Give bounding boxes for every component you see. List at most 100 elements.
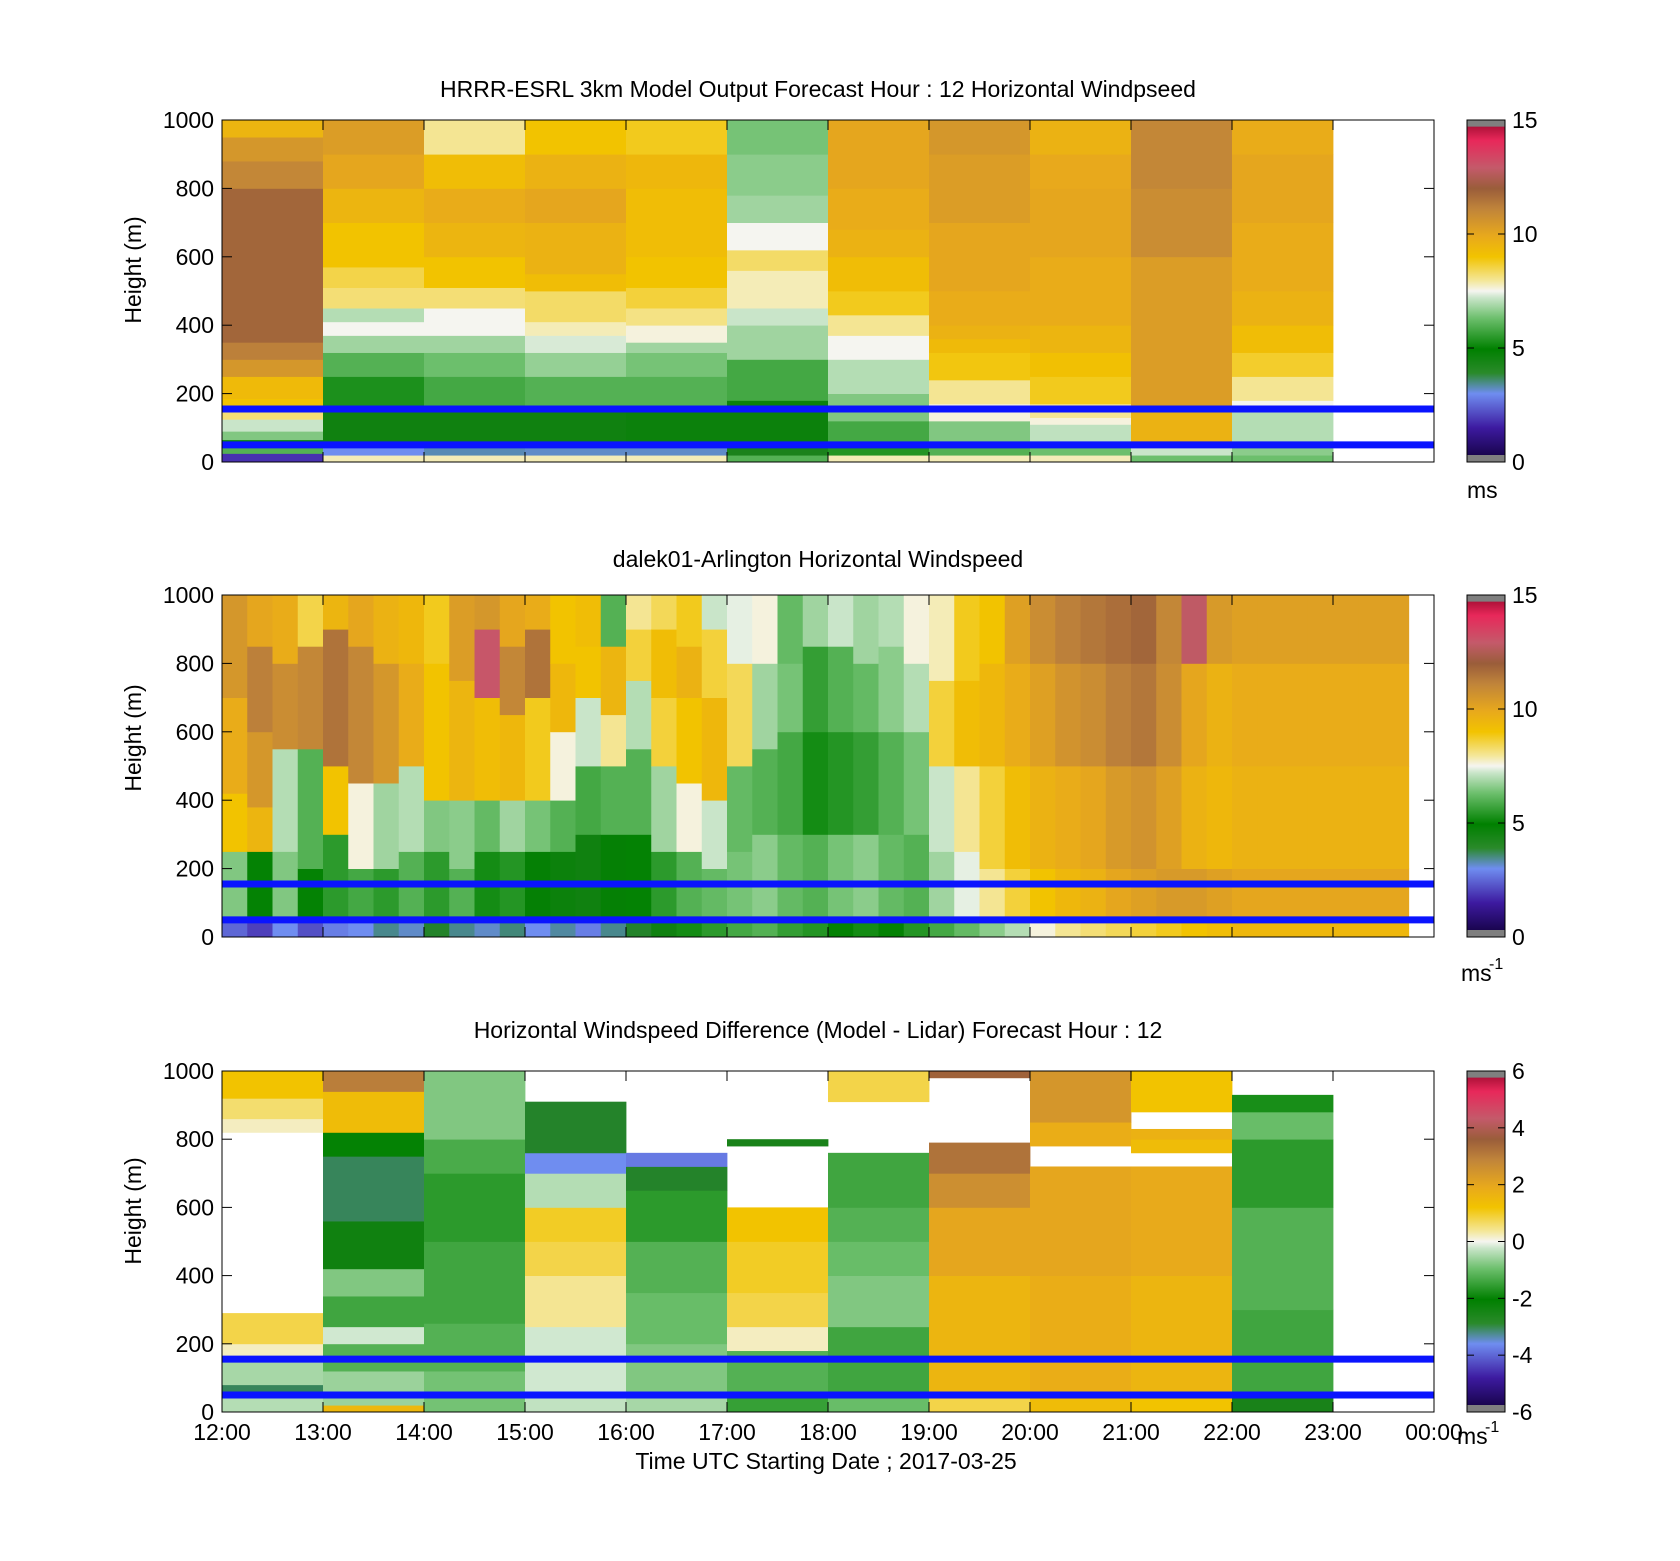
heatmap-cell bbox=[550, 595, 576, 664]
reference-lines bbox=[222, 880, 1434, 924]
heatmap-cell bbox=[929, 680, 955, 767]
heatmap-cell bbox=[373, 595, 400, 664]
y-tick-label: 1000 bbox=[163, 1058, 214, 1084]
heatmap-cell bbox=[727, 1241, 829, 1294]
heatmap-cell bbox=[1004, 766, 1031, 869]
heatmap-cell bbox=[727, 270, 829, 309]
heatmap-cell bbox=[1055, 595, 1081, 664]
heatmap-cell bbox=[373, 663, 400, 784]
heatmap-cell bbox=[1004, 595, 1031, 664]
heatmap-cell bbox=[323, 1156, 425, 1222]
heatmap-cell bbox=[828, 291, 930, 316]
heatmap-cell bbox=[600, 714, 627, 767]
heatmap-cell bbox=[247, 646, 273, 733]
heatmap-cell bbox=[828, 646, 854, 733]
heatmap-cell bbox=[323, 120, 425, 155]
heatmap-cell bbox=[1055, 663, 1081, 767]
y-tick-label: 200 bbox=[176, 1331, 214, 1357]
heatmap-cell bbox=[1206, 766, 1233, 869]
heatmap-cell bbox=[1358, 663, 1384, 767]
heatmap-cell bbox=[474, 629, 501, 698]
heatmap-cell bbox=[1131, 766, 1157, 869]
heatmap-cell bbox=[1307, 766, 1334, 869]
heatmap-cell bbox=[323, 188, 425, 223]
heatmap-cell bbox=[929, 352, 1031, 381]
y-tick-label: 600 bbox=[176, 719, 214, 745]
y-tick-label: 200 bbox=[176, 856, 214, 882]
heatmap-cell bbox=[929, 766, 955, 852]
heatmap-cell bbox=[525, 273, 627, 292]
heatmap-cell bbox=[1004, 868, 1031, 917]
heatmap-cell bbox=[777, 663, 804, 733]
heatmap-cell bbox=[373, 783, 400, 869]
heatmap-cell bbox=[525, 595, 551, 630]
heatmap-cell bbox=[1257, 663, 1283, 767]
heatmap-cells bbox=[222, 1071, 1334, 1413]
heatmap-cell bbox=[828, 229, 930, 258]
heatmap-cell bbox=[626, 834, 652, 917]
heatmap-cell bbox=[828, 1241, 930, 1276]
heatmap-cell bbox=[853, 834, 879, 917]
heatmap-cell bbox=[424, 595, 450, 664]
heatmap-cell bbox=[1307, 868, 1334, 917]
heatmap-cell bbox=[1004, 663, 1031, 767]
heatmap-cell bbox=[727, 249, 829, 271]
y-axis: 0 200 400 600 800 1000 bbox=[163, 1058, 1434, 1425]
heatmap-cell bbox=[323, 267, 425, 288]
colorbar-tick-label: 10 bbox=[1512, 221, 1538, 247]
x-tick-label: 17:00 bbox=[698, 1419, 756, 1445]
heatmap-cell bbox=[297, 748, 324, 869]
heatmap-cell bbox=[954, 595, 980, 681]
heatmap-cell bbox=[1030, 868, 1056, 917]
heatmap-cell bbox=[1181, 766, 1208, 869]
heatmap-cell bbox=[525, 455, 627, 463]
heatmap-cell bbox=[525, 222, 627, 275]
y-tick-label: 600 bbox=[176, 244, 214, 270]
heatmap-cell bbox=[1131, 455, 1233, 463]
heatmap-cell bbox=[575, 595, 602, 647]
heatmap-cell bbox=[1131, 868, 1157, 917]
heatmap-cell bbox=[1030, 1122, 1132, 1147]
heatmap-cell bbox=[752, 595, 778, 664]
heatmap-cell bbox=[1206, 595, 1233, 664]
y-axis-label: Height (m) bbox=[120, 216, 146, 323]
heatmap-cell bbox=[1232, 446, 1334, 456]
heatmap-cell bbox=[222, 188, 324, 343]
x-tick-label: 14:00 bbox=[395, 1419, 453, 1445]
heatmap-cell bbox=[727, 195, 829, 223]
heatmap-cell bbox=[222, 1098, 324, 1120]
colorbar-scale bbox=[1466, 119, 1506, 463]
heatmap-cell bbox=[525, 376, 627, 412]
heatmap-cell bbox=[550, 663, 576, 733]
heatmap-cell bbox=[525, 1152, 627, 1174]
panel-title: Horizontal Windspeed Difference (Model -… bbox=[474, 1017, 1163, 1043]
heatmap-cell bbox=[323, 1326, 425, 1345]
heatmap-cell bbox=[828, 1152, 930, 1208]
heatmap-cell bbox=[222, 431, 324, 441]
heatmap-cell bbox=[1232, 325, 1334, 353]
heatmap-cell bbox=[1105, 766, 1132, 869]
heatmap-cell bbox=[575, 766, 602, 835]
heatmap-cell bbox=[424, 1071, 526, 1140]
heatmap-cell bbox=[222, 697, 248, 794]
heatmap-cell bbox=[222, 446, 324, 454]
heatmap-cell bbox=[1105, 868, 1132, 917]
heatmap-cell bbox=[1030, 1275, 1132, 1396]
heatmap-cell bbox=[626, 287, 728, 309]
heatmap-cell bbox=[525, 1241, 627, 1276]
heatmap-cell bbox=[979, 663, 1006, 767]
x-tick-label: 19:00 bbox=[900, 1419, 958, 1445]
heatmap-cell bbox=[828, 188, 930, 230]
heatmap-cell bbox=[626, 308, 728, 326]
heatmap-cell bbox=[222, 793, 248, 852]
heatmap-cell bbox=[1030, 256, 1132, 326]
x-tick-label: 18:00 bbox=[799, 1419, 857, 1445]
colorbar-tick-label: -4 bbox=[1512, 1342, 1533, 1368]
heatmap-cell bbox=[878, 646, 905, 733]
heatmap-cell bbox=[297, 595, 324, 647]
heatmap-cell bbox=[1232, 376, 1334, 401]
heatmap-cell bbox=[525, 154, 627, 189]
colorbar-tick-label: 15 bbox=[1512, 107, 1538, 133]
heatmap-cell bbox=[222, 359, 324, 377]
